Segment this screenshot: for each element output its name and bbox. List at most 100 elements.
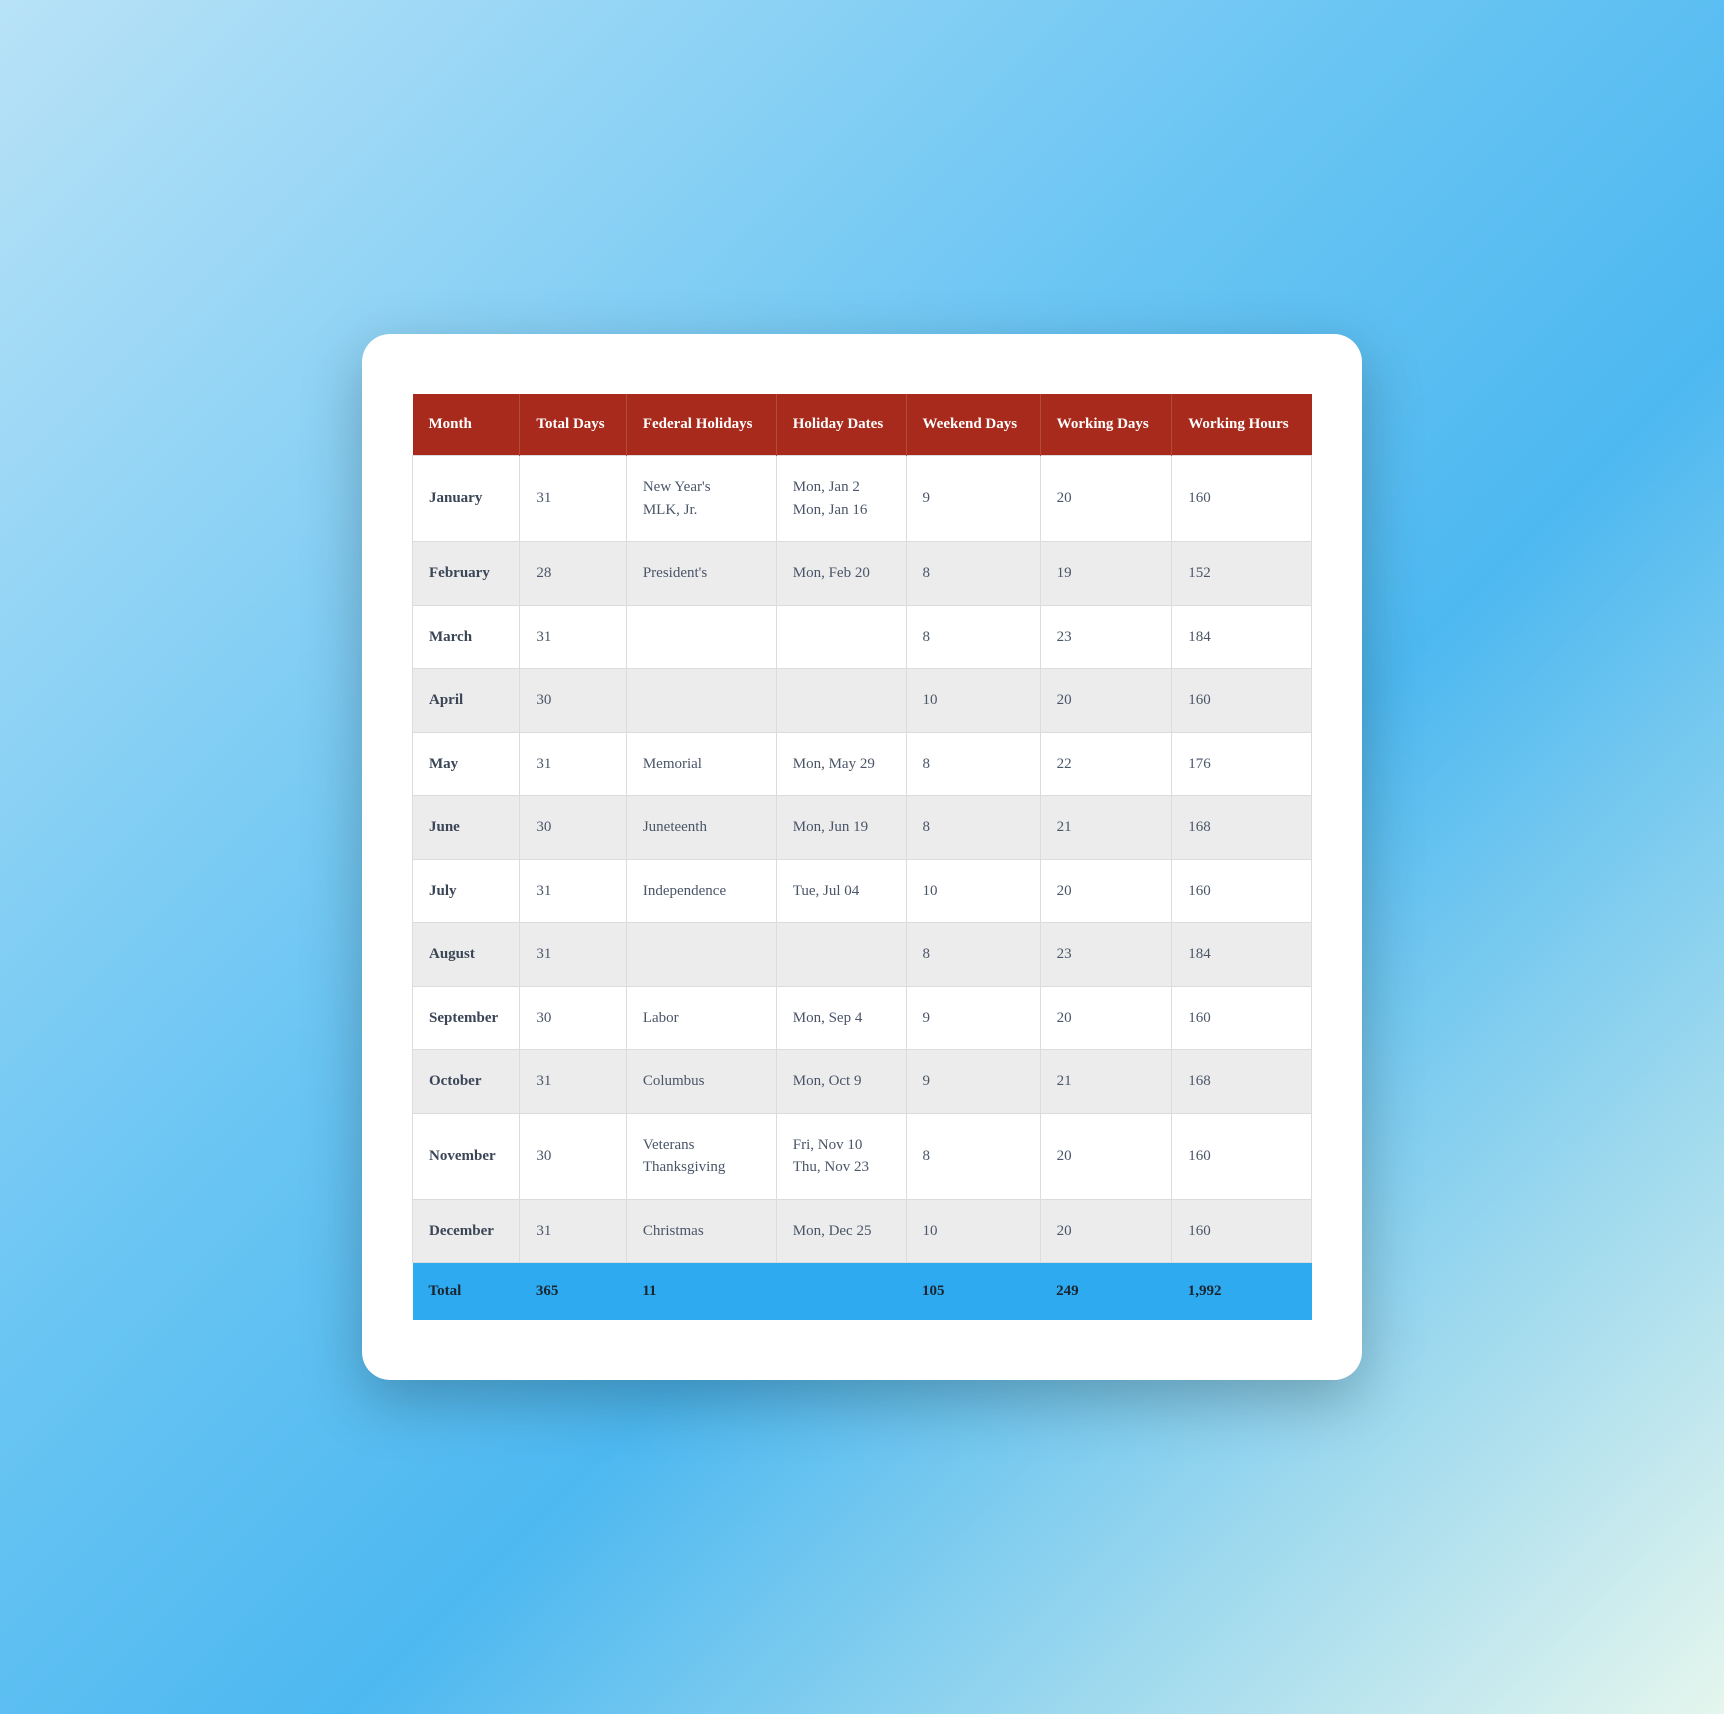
cell-federal_holidays: New Year's MLK, Jr.	[626, 456, 776, 542]
total-row: Total 365 11 105 249 1,992	[413, 1263, 1312, 1321]
cell-working_days: 19	[1040, 542, 1172, 606]
cell-holiday_dates: Tue, Jul 04	[776, 859, 906, 923]
total-holiday-dates	[776, 1263, 906, 1321]
cell-working_hours: 160	[1172, 1199, 1312, 1263]
total-label: Total	[413, 1263, 520, 1321]
cell-holiday_dates: Fri, Nov 10 Thu, Nov 23	[776, 1113, 906, 1199]
col-header-total_days: Total Days	[520, 394, 626, 456]
working-days-table: MonthTotal DaysFederal HolidaysHoliday D…	[412, 394, 1312, 1320]
col-header-weekend_days: Weekend Days	[906, 394, 1040, 456]
cell-federal_holidays: Independence	[626, 859, 776, 923]
cell-working_hours: 168	[1172, 796, 1312, 860]
cell-working_hours: 160	[1172, 456, 1312, 542]
cell-month: February	[413, 542, 520, 606]
cell-working_hours: 176	[1172, 732, 1312, 796]
cell-holiday_dates	[776, 605, 906, 669]
cell-working_days: 21	[1040, 1050, 1172, 1114]
cell-working_days: 20	[1040, 1113, 1172, 1199]
table-row: September30LaborMon, Sep 4920160	[413, 986, 1312, 1050]
cell-working_days: 23	[1040, 923, 1172, 987]
cell-holiday_dates: Mon, May 29	[776, 732, 906, 796]
cell-working_hours: 184	[1172, 605, 1312, 669]
cell-weekend_days: 9	[906, 1050, 1040, 1114]
table-row: May31MemorialMon, May 29822176	[413, 732, 1312, 796]
cell-month: July	[413, 859, 520, 923]
cell-month: September	[413, 986, 520, 1050]
cell-total_days: 31	[520, 859, 626, 923]
cell-working_hours: 152	[1172, 542, 1312, 606]
total-weekend-days: 105	[906, 1263, 1040, 1321]
cell-holiday_dates: Mon, Oct 9	[776, 1050, 906, 1114]
total-working-hours: 1,992	[1172, 1263, 1312, 1321]
cell-weekend_days: 10	[906, 859, 1040, 923]
total-working-days: 249	[1040, 1263, 1172, 1321]
cell-weekend_days: 8	[906, 796, 1040, 860]
cell-weekend_days: 8	[906, 542, 1040, 606]
table-header: MonthTotal DaysFederal HolidaysHoliday D…	[413, 394, 1312, 456]
cell-weekend_days: 10	[906, 669, 1040, 733]
col-header-working_hours: Working Hours	[1172, 394, 1312, 456]
cell-working_days: 23	[1040, 605, 1172, 669]
col-header-working_days: Working Days	[1040, 394, 1172, 456]
table-body: January31New Year's MLK, Jr.Mon, Jan 2 M…	[413, 456, 1312, 1263]
cell-month: August	[413, 923, 520, 987]
cell-federal_holidays: Labor	[626, 986, 776, 1050]
col-header-holiday_dates: Holiday Dates	[776, 394, 906, 456]
card: MonthTotal DaysFederal HolidaysHoliday D…	[362, 334, 1362, 1380]
cell-total_days: 31	[520, 923, 626, 987]
col-header-federal_holidays: Federal Holidays	[626, 394, 776, 456]
cell-total_days: 30	[520, 986, 626, 1050]
cell-weekend_days: 8	[906, 1113, 1040, 1199]
cell-federal_holidays: Columbus	[626, 1050, 776, 1114]
cell-total_days: 30	[520, 1113, 626, 1199]
cell-total_days: 30	[520, 796, 626, 860]
cell-total_days: 28	[520, 542, 626, 606]
table-row: July31IndependenceTue, Jul 041020160	[413, 859, 1312, 923]
table-row: February28President'sMon, Feb 20819152	[413, 542, 1312, 606]
cell-total_days: 31	[520, 732, 626, 796]
cell-federal_holidays: Christmas	[626, 1199, 776, 1263]
cell-holiday_dates: Mon, Jun 19	[776, 796, 906, 860]
cell-federal_holidays: Veterans Thanksgiving	[626, 1113, 776, 1199]
cell-federal_holidays	[626, 669, 776, 733]
total-federal-holidays: 11	[626, 1263, 776, 1321]
cell-working_days: 22	[1040, 732, 1172, 796]
cell-working_hours: 168	[1172, 1050, 1312, 1114]
cell-holiday_dates	[776, 669, 906, 733]
cell-weekend_days: 10	[906, 1199, 1040, 1263]
table-row: December31ChristmasMon, Dec 251020160	[413, 1199, 1312, 1263]
cell-working_hours: 160	[1172, 859, 1312, 923]
cell-holiday_dates: Mon, Jan 2 Mon, Jan 16	[776, 456, 906, 542]
cell-federal_holidays: Memorial	[626, 732, 776, 796]
cell-working_hours: 160	[1172, 669, 1312, 733]
table-row: August31 823184	[413, 923, 1312, 987]
header-row: MonthTotal DaysFederal HolidaysHoliday D…	[413, 394, 1312, 456]
cell-total_days: 31	[520, 1050, 626, 1114]
cell-working_days: 20	[1040, 859, 1172, 923]
cell-weekend_days: 8	[906, 732, 1040, 796]
cell-federal_holidays	[626, 605, 776, 669]
cell-working_hours: 184	[1172, 923, 1312, 987]
cell-month: December	[413, 1199, 520, 1263]
table-row: January31New Year's MLK, Jr.Mon, Jan 2 M…	[413, 456, 1312, 542]
cell-federal_holidays	[626, 923, 776, 987]
cell-holiday_dates: Mon, Feb 20	[776, 542, 906, 606]
cell-federal_holidays: President's	[626, 542, 776, 606]
cell-month: October	[413, 1050, 520, 1114]
cell-working_days: 20	[1040, 986, 1172, 1050]
cell-working_days: 20	[1040, 669, 1172, 733]
cell-weekend_days: 8	[906, 605, 1040, 669]
cell-month: March	[413, 605, 520, 669]
cell-working_hours: 160	[1172, 986, 1312, 1050]
col-header-month: Month	[413, 394, 520, 456]
cell-weekend_days: 9	[906, 986, 1040, 1050]
cell-weekend_days: 8	[906, 923, 1040, 987]
cell-holiday_dates: Mon, Dec 25	[776, 1199, 906, 1263]
cell-month: November	[413, 1113, 520, 1199]
cell-working_days: 21	[1040, 796, 1172, 860]
cell-month: June	[413, 796, 520, 860]
table-row: June30JuneteenthMon, Jun 19821168	[413, 796, 1312, 860]
table-row: October31ColumbusMon, Oct 9921168	[413, 1050, 1312, 1114]
cell-month: May	[413, 732, 520, 796]
cell-federal_holidays: Juneteenth	[626, 796, 776, 860]
